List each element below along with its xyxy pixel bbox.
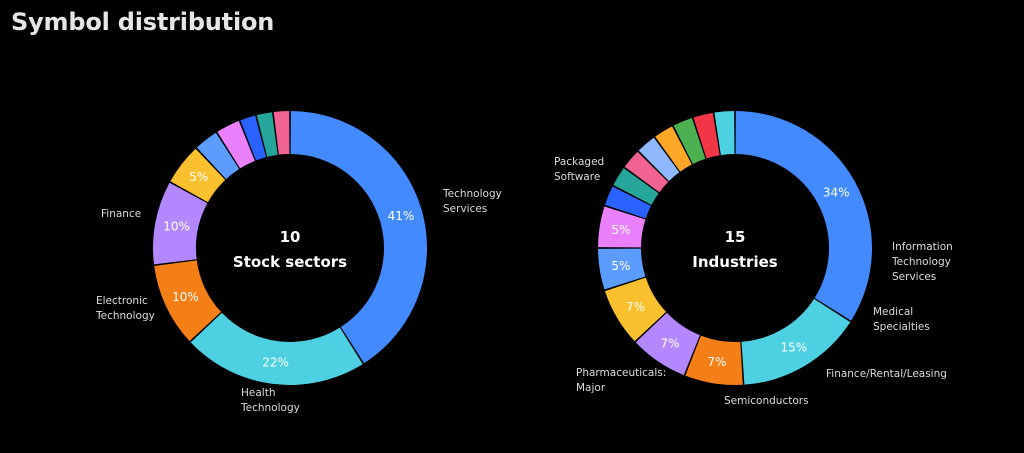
slice-percent-label: 5%: [611, 223, 630, 237]
slice-percent-label: 10%: [172, 290, 199, 304]
slice-callout-label: Health: [241, 387, 275, 399]
slice-percent-label: 22%: [262, 356, 289, 370]
slice-callout-label: Pharmaceuticals:: [576, 367, 666, 379]
donut-slice[interactable]: [196, 132, 240, 180]
donut-slice[interactable]: [673, 117, 706, 164]
donut-slice[interactable]: [604, 186, 651, 219]
donut-slice[interactable]: [741, 298, 851, 385]
donut-slice[interactable]: [256, 112, 278, 157]
donut-slice[interactable]: [153, 182, 208, 265]
slice-percent-label: 7%: [661, 337, 680, 351]
slice-callout-label: Technology: [95, 310, 155, 322]
center-label: Industries: [692, 253, 777, 271]
donut-slice[interactable]: [613, 168, 659, 205]
slice-callout-label: Technology: [240, 402, 300, 414]
slice-callout-label: Finance: [101, 208, 141, 220]
donut-slice[interactable]: [190, 312, 363, 386]
slice-callout-label: Information: [892, 241, 953, 253]
donut-slice[interactable]: [638, 137, 680, 182]
donut-slice[interactable]: [170, 148, 226, 203]
donut-slice[interactable]: [598, 248, 646, 290]
donut-slice[interactable]: [240, 115, 267, 161]
slice-callout-label: Major: [576, 382, 606, 394]
donut-slice[interactable]: [735, 111, 872, 321]
donut-slice[interactable]: [273, 111, 290, 155]
center-count: 10: [280, 228, 301, 246]
slice-percent-label: 34%: [823, 185, 850, 199]
donut-slice[interactable]: [604, 277, 667, 342]
slice-percent-label: 7%: [626, 300, 645, 314]
slice-callout-label: Software: [554, 171, 600, 183]
slice-percent-label: 7%: [707, 355, 726, 369]
industries-donut: 34% Packaged Software 15% Pharmaceuticals: Ma…: [554, 111, 953, 407]
slice-callout-label: Technology: [891, 256, 951, 268]
slice-percent-label: 5%: [189, 170, 208, 184]
page-title: Symbol distribution: [11, 8, 275, 36]
slice-callout-label: Semiconductors: [724, 395, 809, 407]
donut-slice[interactable]: [655, 126, 692, 172]
center-label: Stock sectors: [233, 253, 347, 271]
stock-sectors-donut: 41% Technology Services 22% Health Technology…: [95, 111, 502, 414]
donut-slice[interactable]: [290, 111, 427, 364]
slice-callout-label: Packaged: [554, 156, 604, 168]
donut-slice[interactable]: [693, 112, 720, 159]
slice-callout-label: Specialties: [873, 321, 930, 333]
donut-slice[interactable]: [217, 120, 255, 169]
slice-percent-label: 15%: [780, 340, 807, 354]
slice-callout-label: Technology: [442, 188, 502, 200]
donut-slice[interactable]: [154, 260, 222, 342]
slice-callout-label: Services: [892, 271, 936, 283]
slice-callout-label: Medical: [873, 306, 913, 318]
slice-percent-label: 41%: [388, 209, 415, 223]
donut-slice[interactable]: [714, 111, 735, 156]
slice-callout-label: Services: [443, 203, 487, 215]
slice-percent-label: 5%: [611, 259, 630, 273]
slice-callout-label: Finance/Rental/Leasing: [826, 368, 947, 380]
donut-slice[interactable]: [635, 312, 700, 376]
slice-callout-label: Electronic: [96, 295, 148, 307]
donut-slice[interactable]: [624, 151, 669, 193]
donut-slice[interactable]: [685, 335, 743, 385]
slice-percent-label: 10%: [163, 219, 190, 233]
donut-slice[interactable]: [598, 206, 646, 248]
center-count: 15: [725, 228, 746, 246]
